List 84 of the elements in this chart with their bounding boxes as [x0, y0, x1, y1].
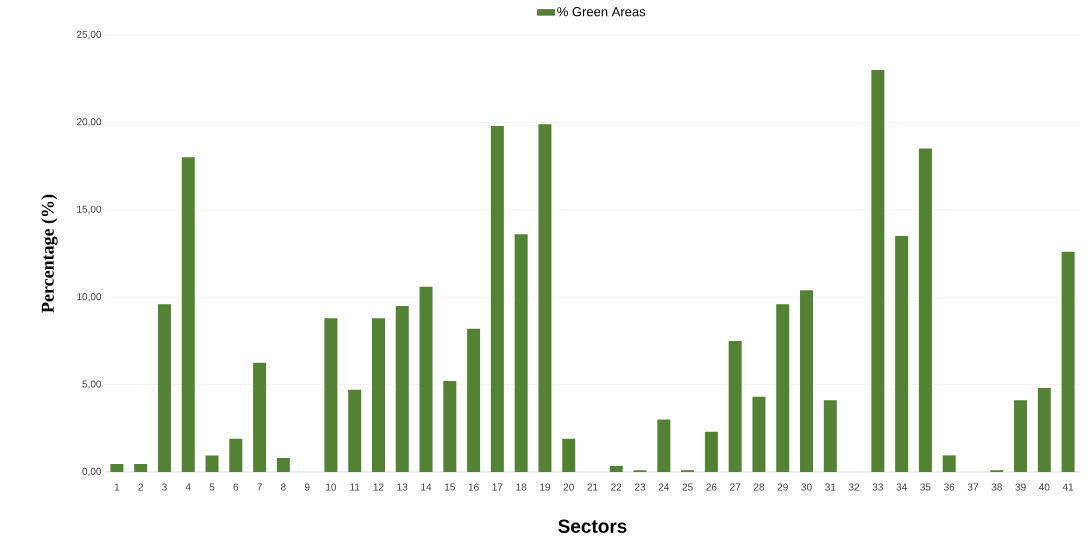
- bar: [157, 304, 171, 472]
- bar: [443, 381, 457, 472]
- y-tick-label: 25,00: [76, 30, 102, 40]
- x-tick-label: 12: [373, 483, 384, 491]
- bar: [181, 157, 195, 472]
- x-tick-label: 8: [281, 483, 286, 491]
- x-tick-label: 13: [397, 483, 408, 491]
- x-tick-label: 16: [468, 483, 479, 491]
- bar: [728, 340, 742, 472]
- bar: [134, 464, 148, 472]
- x-tick-label: 10: [326, 483, 337, 491]
- x-tick-label: 29: [777, 483, 788, 491]
- x-tick-label: 32: [848, 483, 860, 491]
- x-tick-label: 18: [516, 483, 527, 491]
- x-tick-label: 1: [114, 483, 120, 491]
- x-tick-label: 11: [350, 483, 360, 491]
- x-tick-label: 3: [162, 483, 167, 491]
- x-tick-label: 20: [563, 483, 574, 491]
- x-tick-label: 14: [421, 483, 432, 491]
- bar: [609, 465, 623, 472]
- x-tick-label: 33: [872, 483, 883, 491]
- x-tick-label: 7: [257, 483, 262, 491]
- x-tick-label: 27: [730, 483, 741, 491]
- bar: [276, 458, 290, 472]
- y-tick-label: 10,00: [77, 293, 102, 302]
- x-tick-label: 39: [1015, 483, 1026, 491]
- x-tick-label: 22: [611, 483, 622, 491]
- y-tick-label: 20,00: [76, 118, 102, 127]
- x-tick-label: 31: [825, 483, 836, 491]
- bar: [562, 438, 576, 472]
- x-tick-label: 26: [706, 483, 717, 491]
- x-tick-label: 41: [1062, 483, 1074, 491]
- x-tick-label: 6: [233, 483, 239, 491]
- bar: [110, 464, 124, 472]
- x-tick-label: 25: [682, 483, 693, 491]
- bar: [942, 455, 956, 472]
- bar: [490, 125, 504, 472]
- x-tick-label: 23: [635, 483, 646, 491]
- y-tick-label: 15,00: [77, 205, 102, 214]
- legend-label: % Green Areas: [557, 7, 646, 17]
- x-tick-label: 4: [185, 483, 191, 491]
- x-tick-label: 40: [1038, 483, 1050, 491]
- bar: [657, 419, 671, 472]
- x-tick-label: 2: [138, 483, 143, 491]
- bar: [205, 455, 219, 472]
- x-tick-label: 24: [658, 483, 670, 491]
- x-tick-label: 19: [540, 483, 551, 491]
- bar: [823, 400, 837, 472]
- y-axis-title: Percentage (%): [41, 194, 58, 313]
- bar: [1014, 400, 1028, 472]
- y-tick-label: 0,00: [82, 467, 102, 477]
- x-axis-title: Sectors: [558, 519, 627, 533]
- bar: [871, 69, 885, 472]
- bar: [1037, 388, 1051, 472]
- bar: [467, 328, 481, 472]
- x-tick-label: 21: [587, 483, 598, 491]
- bar: [752, 396, 766, 472]
- x-tick-label: 17: [492, 483, 503, 491]
- bar: [395, 305, 409, 472]
- x-tick-label: 37: [967, 483, 979, 491]
- bar: [1061, 251, 1075, 472]
- bar: [895, 236, 909, 472]
- bar: [253, 362, 267, 472]
- bar: [419, 286, 433, 472]
- bar: [348, 389, 362, 472]
- bar: [918, 148, 932, 472]
- x-tick-label: 5: [209, 483, 215, 491]
- y-tick-label: 5,00: [82, 380, 102, 389]
- x-tick-label: 30: [801, 483, 812, 491]
- x-tick-label: 38: [991, 483, 1002, 491]
- x-tick-label: 9: [304, 483, 310, 491]
- bar: [371, 318, 385, 472]
- bar: [538, 124, 552, 472]
- x-tick-label: 36: [944, 483, 955, 491]
- bar: [324, 318, 338, 472]
- x-tick-label: 15: [445, 483, 455, 491]
- bar: [704, 431, 718, 472]
- bar: [800, 290, 814, 472]
- bar: [229, 438, 243, 472]
- x-tick-label: 35: [920, 483, 931, 491]
- x-tick-label: 28: [753, 483, 765, 491]
- bar: [514, 234, 528, 472]
- x-tick-label: 34: [896, 483, 907, 491]
- bar: [776, 304, 790, 472]
